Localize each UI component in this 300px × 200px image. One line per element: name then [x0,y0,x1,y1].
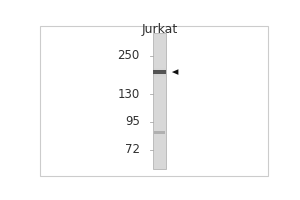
Text: 72: 72 [125,143,140,156]
Text: 250: 250 [118,49,140,62]
Bar [153,75,166,76]
Bar [153,72,166,74]
Text: 130: 130 [118,88,140,101]
Text: 95: 95 [125,115,140,128]
Bar [153,71,166,73]
Bar [153,76,166,77]
Polygon shape [172,69,178,75]
Bar [153,69,166,70]
Bar [154,131,165,134]
Bar [153,68,166,69]
Bar [153,73,166,75]
Bar [153,70,166,74]
Text: Jurkat: Jurkat [141,23,178,36]
Bar [153,33,166,169]
Bar [153,70,166,71]
